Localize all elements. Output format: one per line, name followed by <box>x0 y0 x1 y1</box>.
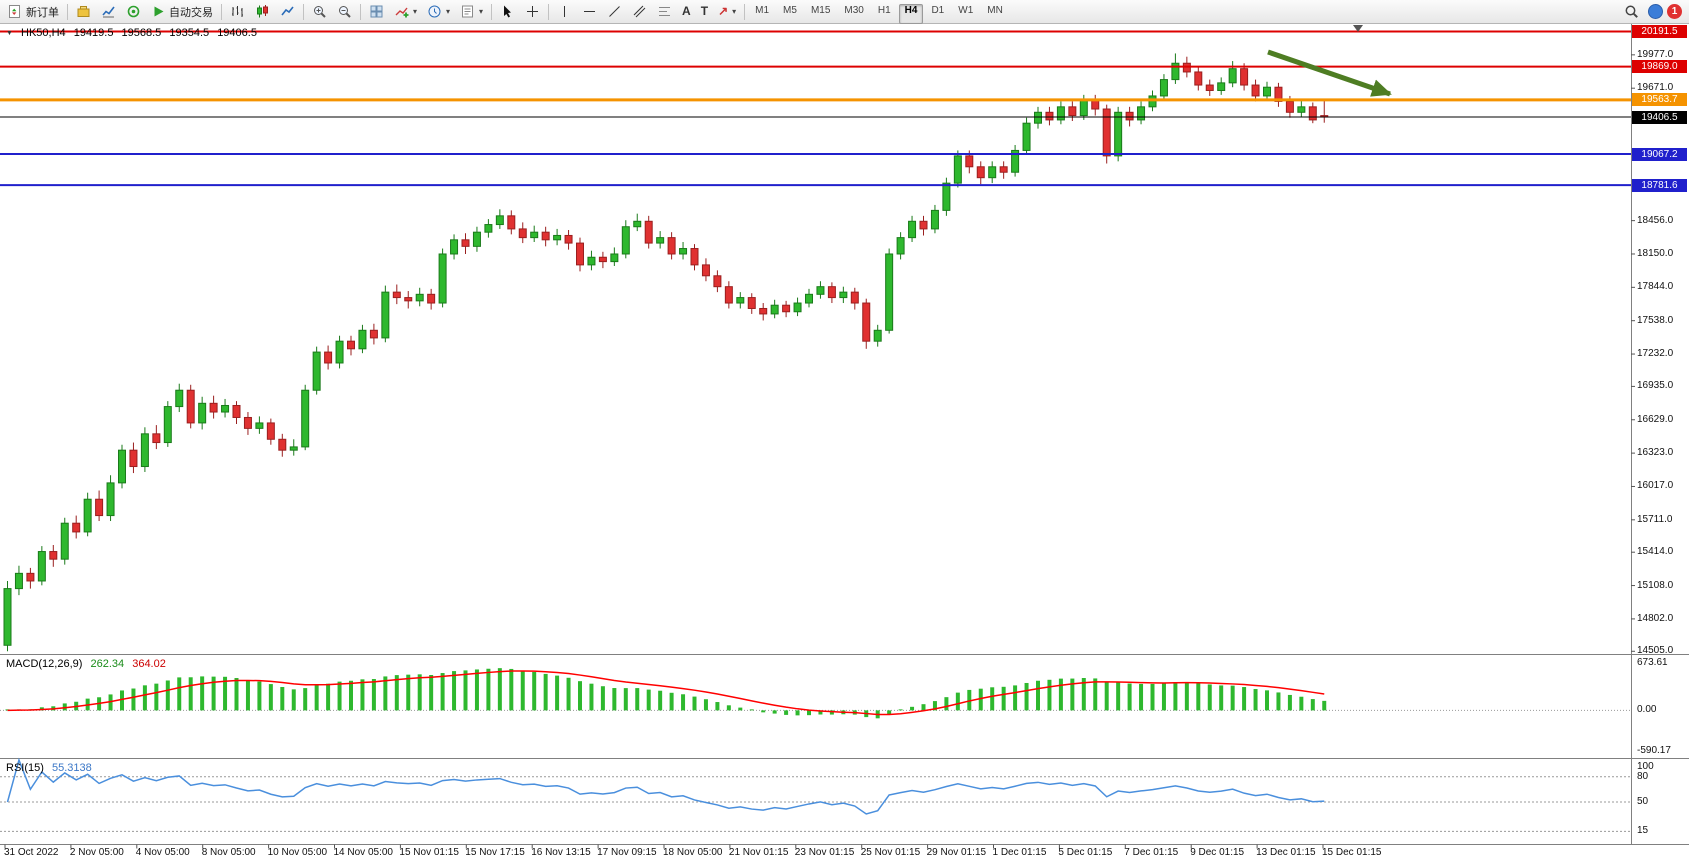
tile-windows-button[interactable] <box>365 2 388 22</box>
toolbar: 新订单 自动交易 ▾ ▾ ▾ <box>0 0 1689 24</box>
new-order-label: 新订单 <box>26 6 59 19</box>
vertical-line-icon <box>564 6 566 17</box>
horizontal-line-icon <box>584 11 596 12</box>
crosshair-icon <box>527 6 539 17</box>
zoom-in-button[interactable] <box>308 2 331 22</box>
toolbox-icon <box>77 6 90 17</box>
trendline-tool-button[interactable] <box>603 2 626 22</box>
timeframe-m5-button[interactable]: M5 <box>783 4 797 16</box>
dropdown-caret-icon: ▾ <box>446 7 451 16</box>
zoom-in-icon <box>314 6 326 18</box>
macd-indicator-label: MACD(12,26,9) 262.34 364.02 <box>6 658 171 670</box>
channel-tool-button[interactable] <box>628 2 651 22</box>
candlestick-chart-button[interactable] <box>251 2 274 22</box>
arrows-tool-button[interactable]: ↗ ▾ <box>714 2 740 22</box>
timeframe-mn-button[interactable]: MN <box>987 4 1003 16</box>
periods-button[interactable]: ▾ <box>423 2 454 22</box>
rsi-name: RSI(15) <box>6 762 44 774</box>
cursor-icon <box>504 5 512 18</box>
label-tool-icon: T <box>700 4 709 18</box>
community-icon[interactable] <box>1648 4 1663 19</box>
close-value: 19406.5 <box>217 27 257 39</box>
vertical-line-tool-button[interactable] <box>553 2 576 22</box>
market-watch-button[interactable] <box>97 2 120 22</box>
timeframe-m30-button[interactable]: M30 <box>844 4 864 16</box>
toolbar-separator <box>360 3 361 20</box>
timeframe-d1-button[interactable]: D1 <box>931 4 945 16</box>
trendline-icon <box>609 6 620 17</box>
templates-button[interactable]: ▾ <box>456 2 487 22</box>
toolbar-separator <box>303 3 304 20</box>
dropdown-caret-icon: ▾ <box>479 7 484 16</box>
market-watch-icon <box>102 6 115 18</box>
crosshair-button[interactable] <box>521 2 544 22</box>
rsi-value: 55.3138 <box>51 762 92 774</box>
open-value: 19419.5 <box>73 27 114 39</box>
auto-trading-button[interactable]: 自动交易 <box>147 2 217 22</box>
timeframe-m15-button[interactable]: M15 <box>810 4 831 16</box>
toolbar-separator <box>221 3 222 20</box>
toolbar-separator <box>491 3 493 20</box>
arrow-tool-icon: ↗ <box>718 4 729 18</box>
line-chart-button[interactable] <box>276 2 299 22</box>
text-tool-icon: A <box>682 4 691 18</box>
terminal-button[interactable] <box>122 2 145 22</box>
fibonacci-tool-button[interactable] <box>653 2 676 22</box>
timeframe-m1-button[interactable]: M1 <box>755 4 770 16</box>
chart-window[interactable]: 20191.5 19869.0 19563.7 19406.5 19067.2 18781… <box>0 24 1689 862</box>
text-tool-button[interactable]: A <box>678 2 695 22</box>
low-value: 19354.5 <box>169 27 210 39</box>
new-order-button[interactable]: 新订单 <box>4 2 63 22</box>
clock-icon <box>428 5 441 18</box>
label-tool-button[interactable]: T <box>697 2 712 22</box>
metaeditor-button[interactable] <box>72 2 95 22</box>
timeframe-w1-button[interactable]: W1 <box>958 4 974 16</box>
fibonacci-icon <box>659 7 671 16</box>
zoom-out-button[interactable] <box>333 2 356 22</box>
symbol-period-label: HK50,H4 <box>21 27 66 39</box>
new-order-icon <box>9 5 20 18</box>
search-icon <box>1625 5 1638 18</box>
chart-ohlc-title: ▼ HK50,H4 19419.5 19568.5 19354.5 19406.… <box>6 27 262 39</box>
line-chart-icon <box>281 6 294 16</box>
dropdown-caret-icon: ▾ <box>732 7 737 16</box>
equidistant-channel-icon <box>633 5 646 18</box>
search-button[interactable] <box>1620 2 1643 22</box>
bar-chart-button[interactable] <box>226 2 249 22</box>
timeframe-group: M1 M5 M15 M30 H1 H4 D1 W1 MN <box>748 0 1010 24</box>
indicators-button[interactable]: ▾ <box>390 2 421 22</box>
auto-trading-label: 自动交易 <box>169 6 213 19</box>
dropdown-caret-icon: ▾ <box>413 7 418 16</box>
notification-badge[interactable]: 1 <box>1667 4 1682 19</box>
toolbar-right-group: 1 <box>1619 2 1686 22</box>
ohlc-expand-icon: ▼ <box>6 30 13 37</box>
cursor-button[interactable] <box>496 2 519 22</box>
bar-chart-icon <box>232 6 243 17</box>
timeframe-h4-button[interactable]: H4 <box>898 3 924 24</box>
toolbar-separator <box>744 3 746 20</box>
macd-name: MACD(12,26,9) <box>6 658 83 670</box>
auto-trading-play-icon <box>154 6 164 17</box>
timeframe-h1-button[interactable]: H1 <box>877 4 891 16</box>
add-indicator-icon <box>395 7 409 18</box>
candlestick-icon <box>257 5 268 18</box>
rsi-indicator-label: RSI(15) 55.3138 <box>6 762 97 774</box>
high-value: 19568.5 <box>121 27 162 39</box>
zoom-out-icon <box>339 6 351 18</box>
macd-signal-value: 364.02 <box>132 658 166 670</box>
toolbar-separator <box>548 3 550 20</box>
macd-main-value: 262.34 <box>90 658 125 670</box>
template-icon <box>462 5 474 18</box>
signal-icon <box>127 5 140 18</box>
horizontal-line-tool-button[interactable] <box>578 2 601 22</box>
chart-canvas[interactable] <box>0 24 1689 862</box>
toolbar-separator <box>67 3 68 20</box>
tile-windows-icon <box>370 5 383 18</box>
